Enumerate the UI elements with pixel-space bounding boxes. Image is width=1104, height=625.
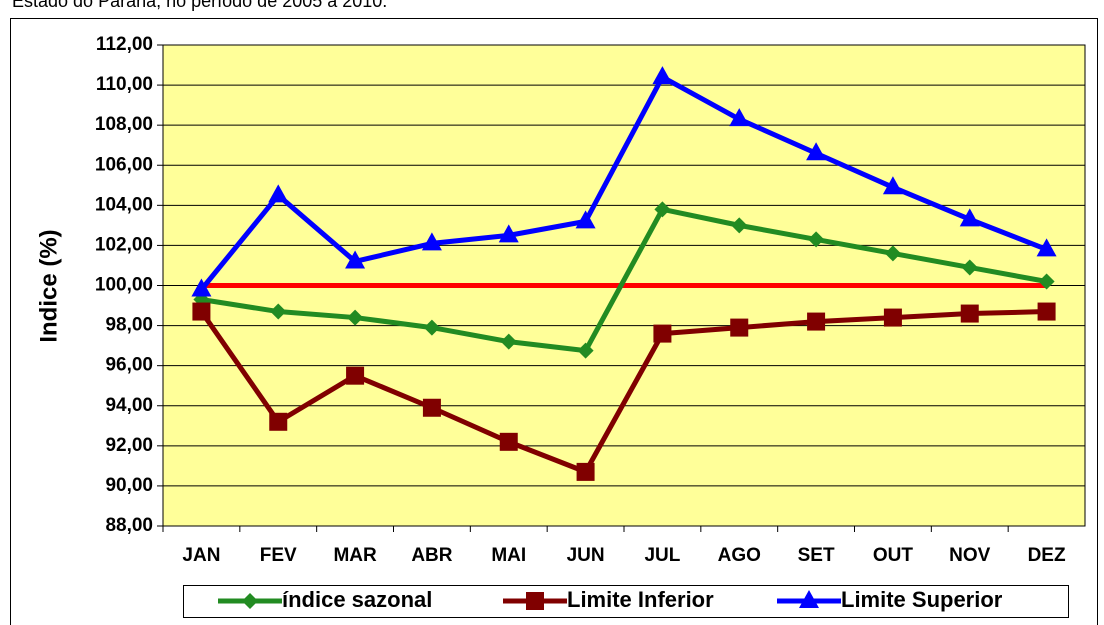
data-point	[346, 366, 365, 385]
data-point	[961, 259, 978, 276]
data-point	[729, 108, 750, 127]
data-point	[806, 142, 827, 161]
data-point	[347, 309, 364, 326]
y-tick-label: 112,00	[96, 34, 153, 55]
data-point	[884, 245, 901, 262]
legend-label: Limite Inferior	[567, 587, 714, 612]
data-point	[269, 412, 288, 431]
y-tick-label: 88,00	[105, 515, 153, 536]
y-tick-label: 104,00	[95, 194, 153, 215]
data-point	[270, 303, 287, 320]
data-point	[882, 176, 903, 195]
data-point	[1037, 302, 1056, 321]
legend-label: índice sazonal	[282, 587, 432, 612]
legend-marker	[242, 593, 258, 609]
data-point	[499, 432, 518, 451]
legend-marker	[526, 592, 544, 610]
series-line	[199, 309, 1047, 475]
x-tick-label: DEZ	[1028, 545, 1066, 566]
y-tick-label: 90,00	[105, 475, 153, 496]
data-point	[345, 250, 366, 269]
y-tick-label: 100,00	[95, 275, 153, 296]
x-tick-label: JUN	[567, 545, 605, 566]
x-tick-label: JAN	[182, 545, 220, 566]
data-point	[577, 342, 594, 359]
data-point	[1038, 273, 1055, 290]
x-tick-label: SET	[798, 545, 835, 566]
legend-label: Limite Superior	[841, 587, 1003, 612]
data-point	[960, 304, 979, 323]
y-tick-label: 98,00	[105, 315, 153, 336]
x-tick-label: ABR	[411, 545, 452, 566]
data-point	[423, 319, 440, 336]
data-point	[192, 302, 211, 321]
x-tick-label: OUT	[873, 545, 914, 566]
data-point	[268, 184, 289, 203]
data-point	[421, 232, 442, 251]
x-tick-label: FEV	[260, 545, 297, 566]
y-tick-label: 96,00	[105, 355, 153, 376]
data-point	[575, 210, 596, 229]
data-point	[500, 333, 517, 350]
x-tick-label: MAI	[491, 545, 526, 566]
data-point	[808, 231, 825, 248]
y-tick-label: 92,00	[105, 435, 153, 456]
data-point	[191, 278, 212, 297]
data-point	[652, 66, 673, 85]
series-line	[201, 206, 1048, 354]
y-tick-label: 106,00	[95, 154, 153, 175]
data-point	[422, 398, 441, 417]
y-tick-label: 102,00	[95, 234, 153, 255]
caption: Estado do Paraná, no período de 2005 a 2…	[12, 0, 387, 11]
y-tick-label: 94,00	[105, 395, 153, 416]
data-point	[731, 217, 748, 234]
x-tick-label: JUL	[644, 545, 680, 566]
x-tick-label: NOV	[949, 545, 991, 566]
data-point	[959, 208, 980, 227]
y-axis-label: Indice (%)	[35, 229, 62, 342]
data-point	[1036, 238, 1057, 257]
data-point	[807, 312, 826, 331]
x-tick-label: MAR	[333, 545, 377, 566]
data-point	[653, 324, 672, 343]
legend-marker	[799, 590, 819, 608]
y-tick-label: 108,00	[95, 114, 153, 135]
legend-box	[183, 585, 1069, 618]
series-line	[199, 74, 1048, 292]
y-tick-label: 110,00	[96, 74, 153, 95]
data-point	[576, 462, 595, 481]
data-point	[498, 224, 519, 243]
data-point	[883, 308, 902, 327]
data-point	[654, 201, 671, 218]
data-point	[730, 318, 749, 337]
x-tick-label: AGO	[718, 545, 761, 566]
